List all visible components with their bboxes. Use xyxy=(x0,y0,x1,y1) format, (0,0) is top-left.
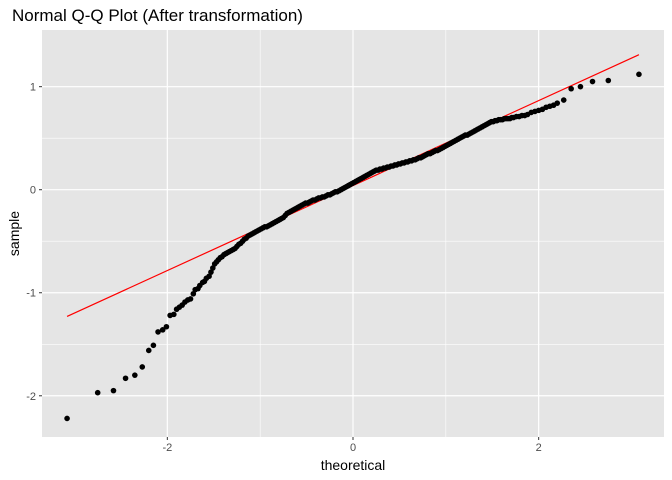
data-point xyxy=(139,364,146,370)
y-axis-title: sample xyxy=(6,211,22,256)
chart-title: Normal Q-Q Plot (After transformation) xyxy=(12,6,303,25)
x-axis-ticks: -2 0 2 xyxy=(162,437,542,454)
data-point xyxy=(554,100,561,106)
data-point xyxy=(187,296,194,302)
data-point xyxy=(560,97,567,103)
data-point xyxy=(94,389,101,396)
data-point xyxy=(64,415,70,422)
data-point xyxy=(110,387,117,394)
data-point xyxy=(122,375,129,382)
data-point xyxy=(150,342,157,349)
data-point xyxy=(171,311,177,318)
x-tick-label: -2 xyxy=(162,442,172,454)
y-tick-label: -2 xyxy=(26,391,36,403)
y-tick-label: 0 xyxy=(30,185,36,197)
data-point xyxy=(605,77,612,84)
y-axis-ticks: -2 -1 0 1 xyxy=(26,82,42,403)
x-tick-label: 0 xyxy=(350,442,356,454)
data-point xyxy=(636,71,642,78)
data-point xyxy=(163,323,170,330)
data-point xyxy=(568,85,574,92)
x-axis-title: theoretical xyxy=(321,457,386,473)
y-tick-label: 1 xyxy=(30,82,36,94)
y-tick-label: -1 xyxy=(26,288,36,300)
data-point xyxy=(589,78,596,85)
data-points xyxy=(64,71,642,422)
gridlines xyxy=(42,30,664,437)
x-tick-label: 2 xyxy=(536,442,542,454)
data-point xyxy=(155,329,161,335)
data-point xyxy=(145,347,152,354)
data-point xyxy=(159,327,166,333)
data-point xyxy=(132,372,138,378)
data-point xyxy=(577,83,584,90)
